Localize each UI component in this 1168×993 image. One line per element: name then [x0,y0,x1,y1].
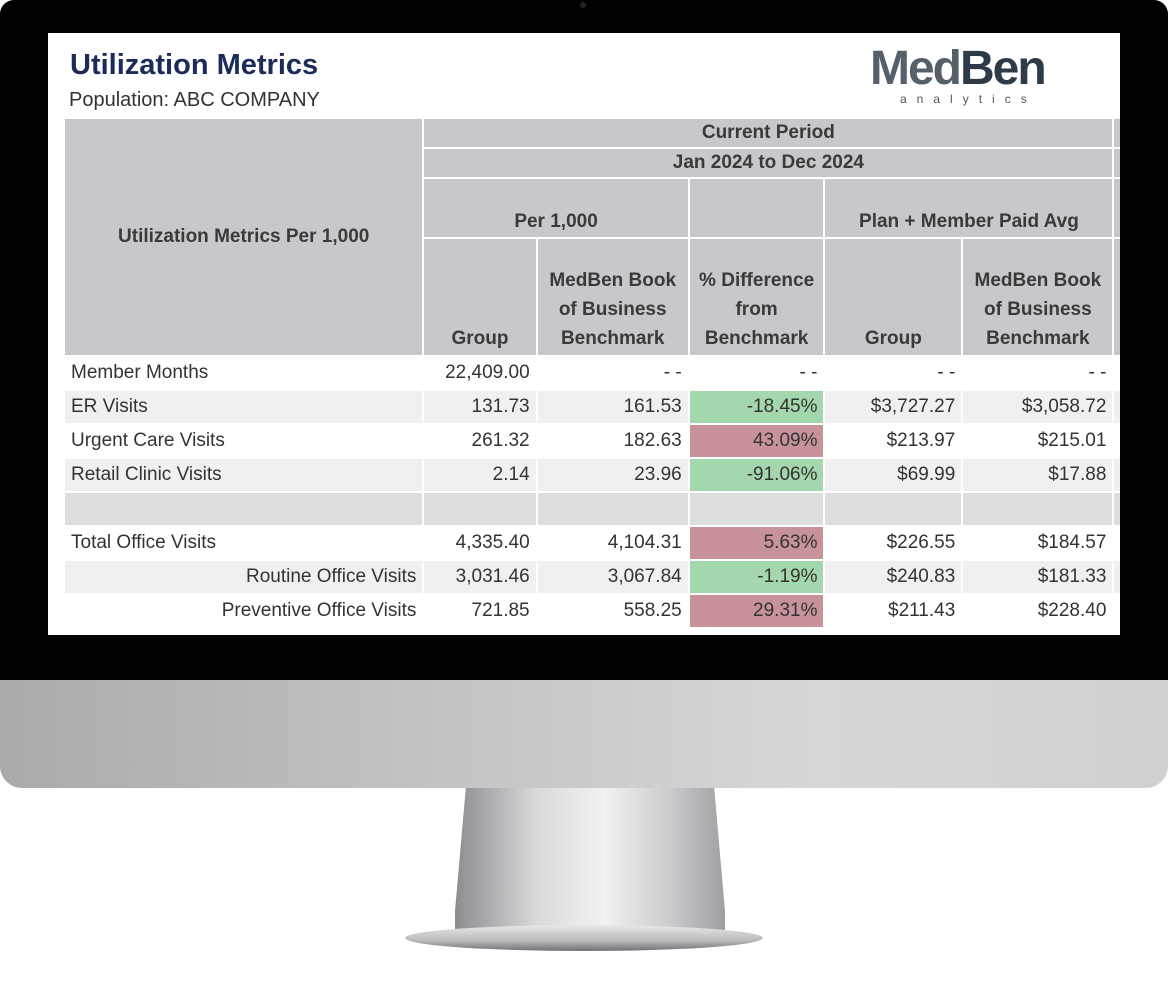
camera-icon [580,2,586,8]
overflow-cell [1114,595,1120,627]
benchmark-value: 558.25 [623,600,682,621]
row-label: Preventive Office Visits [221,600,417,621]
paid-benchmark-value: $17.88 [963,459,1113,491]
paid-benchmark-value: $215.01 [1037,430,1107,451]
spacer-cell [537,493,688,525]
table-row: Urgent Care Visits 261.32 182.63 43.09% $213… [65,425,1120,457]
overflow-cell [1114,527,1120,559]
benchmark-value: 161.53 [537,391,688,423]
per-1000-group: Per 1,000 [424,179,688,237]
overflow-cell [1114,459,1120,491]
logo-text-ben: Ben [960,42,1047,95]
table-row: Retail Clinic Visits 2.14 23.96 -91.06% $69.… [65,459,1120,491]
spacer-row [65,493,1120,525]
col-group: Group [424,239,536,355]
row-label: Routine Office Visits [65,561,423,593]
group-value: 4,335.40 [455,532,530,553]
spacer-cell [424,493,536,525]
table-row: Preventive Office Visits 721.85 558.25 29.3… [65,595,1120,627]
overflow-cell [1114,119,1120,147]
pct-diff-value: -91.06% [689,459,824,491]
paid-benchmark-value: $184.57 [1037,532,1107,553]
page-title: Utilization Metrics [70,49,319,81]
overflow-cell [1114,391,1120,423]
paid-group-value: $226.55 [886,532,956,553]
row-label: Urgent Care Visits [71,430,225,451]
period-label: Current Period [424,119,1113,147]
monitor-chin [0,680,1168,788]
benchmark-value: 182.63 [623,430,682,451]
benchmark-value: 4,104.31 [607,532,682,553]
empty-header [689,179,824,237]
row-label: Member Months [71,362,209,383]
table-row: Total Office Visits 4,335.40 4,104.31 5.63%… [65,527,1120,559]
row-label: Total Office Visits [71,532,217,553]
overflow-cell [1114,357,1120,389]
logo-tagline: analytics [900,92,1037,106]
paid-benchmark-value: $181.33 [963,561,1113,593]
col-benchmark: MedBen Book of Business Benchmark [537,239,688,355]
row-label: ER Visits [65,391,423,423]
spacer-cell [689,493,824,525]
population-label: Population: ABC COMPANY [69,89,320,111]
overflow-cell [1114,149,1120,177]
benchmark-value: 3,067.84 [537,561,688,593]
logo-text-med: Med [870,42,962,95]
paid-avg-group: Plan + Member Paid Avg [825,179,1113,237]
paid-group-value: $211.43 [888,600,956,621]
paid-group-value: $240.83 [825,561,962,593]
pct-diff-value: 29.31% [689,595,824,627]
paid-group-value: $213.97 [886,430,956,451]
group-value: 22,409.00 [445,362,530,383]
spacer-cell [1114,493,1120,525]
overflow-cell [1114,239,1120,355]
overflow-cell [1114,425,1120,457]
paid-group-value: $3,727.27 [825,391,962,423]
monitor-base [405,925,763,951]
period-range: Jan 2024 to Dec 2024 [424,149,1113,177]
group-value: 3,031.46 [424,561,536,593]
table-row: Routine Office Visits 3,031.46 3,067.84 -1.… [65,561,1120,593]
table-row: ER Visits 131.73 161.53 -18.45% $3,727.27 $3,… [65,391,1120,423]
group-value: 131.73 [424,391,536,423]
pct-diff-value: 43.09% [689,425,824,457]
row-header: Utilization Metrics Per 1,000 [65,119,423,355]
utilization-table: Utilization Metrics Per 1,000 Current Pe… [63,117,1120,629]
monitor-stand [455,788,725,938]
row-label: Retail Clinic Visits [65,459,423,491]
pct-diff-value: - - [799,362,818,383]
benchmark-value: - - [663,362,682,383]
spacer-cell [65,493,423,525]
pct-diff-value: -1.19% [689,561,824,593]
col-pct-diff: % Difference from Benchmark [689,239,824,355]
col-paid-benchmark: MedBen Book of Business Benchmark [963,239,1113,355]
paid-benchmark-value: - - [1088,362,1107,383]
col-paid-group: Group [825,239,962,355]
table-row: Member Months 22,409.00 - - - - - - - - [65,357,1120,389]
paid-benchmark-value: $228.40 [1037,600,1107,621]
paid-benchmark-value: $3,058.72 [963,391,1113,423]
group-value: 2.14 [424,459,536,491]
pct-diff-value: -18.45% [689,391,824,423]
group-value: 721.85 [471,600,530,621]
paid-group-value: - - [937,362,956,383]
overflow-cell [1114,561,1120,593]
pct-diff-value: 5.63% [689,527,824,559]
medben-logo: MedBen analytics [870,42,1100,107]
benchmark-value: 23.96 [537,459,688,491]
spacer-cell [963,493,1113,525]
overflow-cell [1114,179,1120,237]
report-screen: Utilization Metrics Population: ABC COMP… [48,33,1120,635]
spacer-cell [825,493,962,525]
group-value: 261.32 [471,430,530,451]
paid-group-value: $69.99 [825,459,962,491]
